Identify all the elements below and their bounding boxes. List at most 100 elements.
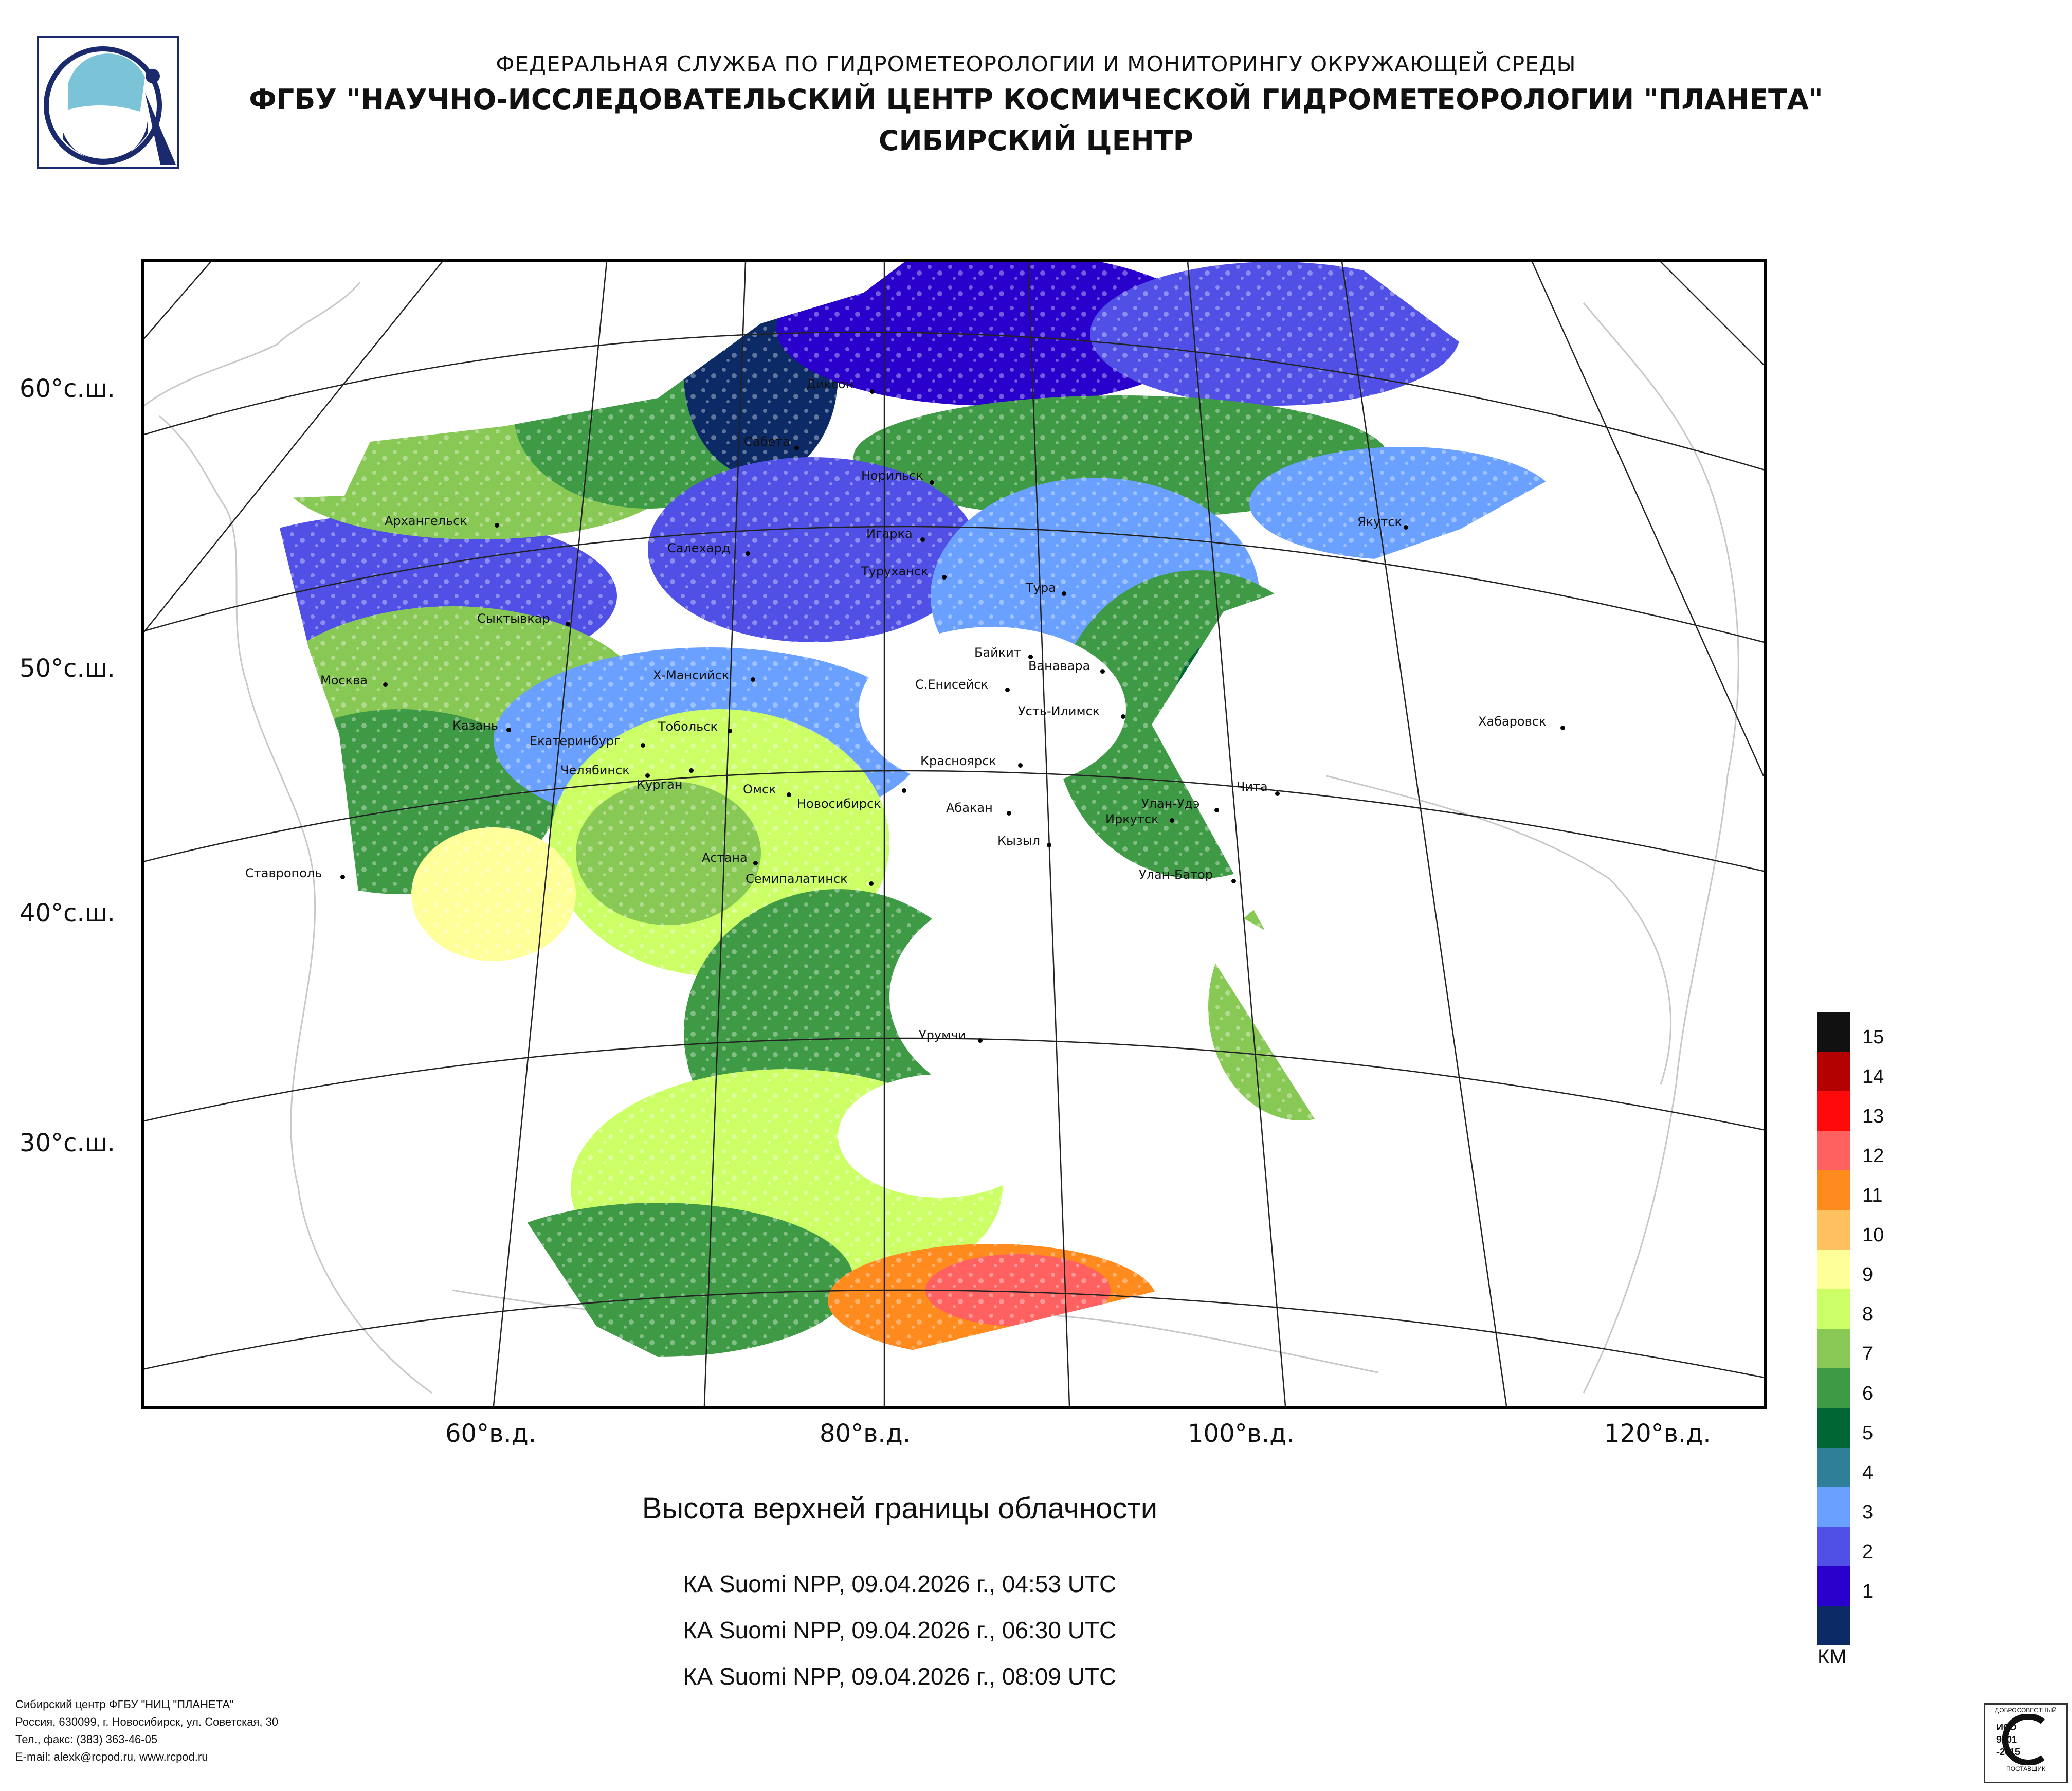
header-center: СИБИРСКИЙ ЦЕНТР — [878, 124, 1194, 157]
city-label: Тобольск — [658, 719, 718, 734]
legend-level-label: 3 — [1862, 1501, 1874, 1523]
city-dot — [920, 537, 925, 542]
header-agency: ФЕДЕРАЛЬНАЯ СЛУЖБА ПО ГИДРОМЕТЕОРОЛОГИИ … — [496, 51, 1576, 77]
city-dot — [689, 768, 694, 773]
city-label: Улан-Удэ — [1141, 797, 1200, 811]
legend-level-label: 11 — [1862, 1185, 1883, 1206]
city-label: Х-Мансийск — [653, 668, 730, 682]
city-dot — [1560, 726, 1565, 730]
city-label: Красноярск — [920, 754, 996, 768]
city-dot — [1231, 879, 1236, 883]
legend-level-label: 9 — [1862, 1264, 1874, 1286]
city-label: Омск — [743, 782, 776, 797]
city-label: Якутск — [1357, 515, 1403, 529]
city-dot — [787, 792, 791, 797]
city-dot — [746, 551, 750, 556]
legend-swatch — [1817, 1170, 1850, 1210]
legend-level-label: 1 — [1862, 1581, 1874, 1602]
footer-email: E-mail: alexk@rcpod.ru, www.rcpod.ru — [15, 1750, 208, 1763]
city-dot — [753, 861, 758, 865]
city-label: Салехард — [667, 541, 731, 555]
legend-swatch — [1817, 1091, 1850, 1131]
pass-3: КА Suomi NPP, 09.04.2026 г., 08:09 UTC — [683, 1663, 1117, 1690]
legend-swatch — [1817, 1448, 1850, 1487]
city-dot — [645, 773, 650, 778]
lat-label-50: 50°с.ш. — [20, 654, 115, 683]
legend-level-label: 13 — [1862, 1106, 1884, 1127]
legend-swatch — [1817, 1606, 1850, 1645]
city-label: Новосибирск — [797, 797, 881, 811]
city-dot — [1214, 808, 1219, 812]
legend-unit: КМ — [1817, 1645, 1847, 1668]
city-dot — [1007, 811, 1011, 816]
city-dot — [1018, 763, 1023, 768]
footer-address: Россия, 630099, г. Новосибирск, ул. Сове… — [15, 1715, 279, 1728]
city-label: Иркутск — [1105, 812, 1159, 826]
city-dot — [1062, 591, 1066, 596]
city-dot — [1275, 791, 1280, 796]
city-dot — [1121, 714, 1125, 719]
city-dot — [340, 875, 345, 879]
legend-level-label: 8 — [1862, 1304, 1874, 1325]
city-dot — [794, 446, 799, 450]
legend-swatch — [1817, 1487, 1850, 1527]
legend-swatch — [1817, 1012, 1850, 1052]
legend-level-label: 10 — [1862, 1224, 1884, 1246]
city-label: Сыктывкар — [477, 611, 550, 626]
legend-swatch — [1817, 1250, 1850, 1289]
city-dot — [506, 728, 511, 732]
legend-swatch — [1817, 1131, 1850, 1170]
city-dot — [728, 729, 732, 733]
city-label: Абакан — [946, 801, 993, 815]
city-dot — [1028, 655, 1033, 659]
legend-level-label: 5 — [1862, 1422, 1874, 1444]
legend-swatch — [1817, 1052, 1850, 1091]
city-label: Туруханск — [861, 564, 929, 578]
city-label: Тура — [1026, 581, 1056, 595]
city-dot — [930, 480, 934, 485]
city-dot — [902, 788, 906, 793]
legend-level-label: 7 — [1862, 1343, 1874, 1365]
city-dot — [566, 622, 570, 626]
legend-swatch — [1817, 1329, 1850, 1368]
legend-swatch — [1817, 1210, 1850, 1250]
city-label: Семипалатинск — [746, 872, 848, 886]
city-dot — [942, 575, 947, 580]
footer-phone: Тел., факс: (383) 363-46-05 — [15, 1733, 158, 1746]
city-label: Астана — [702, 851, 748, 865]
city-label: Игарка — [866, 527, 913, 541]
lat-label-60: 60°с.ш. — [20, 374, 115, 403]
city-label: Хабаровск — [1478, 714, 1547, 729]
cert-top: ДОБРОСОВЕСТНЫЙ — [1995, 1707, 2057, 1714]
legend-swatch — [1817, 1566, 1850, 1606]
cert-9001: 9001 — [1996, 1734, 2018, 1745]
legend-swatch — [1817, 1368, 1850, 1408]
city-label: Сабета — [744, 435, 790, 449]
header-institute: ФГБУ "НАУЧНО-ИССЛЕДОВАТЕЛЬСКИЙ ЦЕНТР КОС… — [249, 83, 1823, 116]
city-label: Москва — [320, 673, 368, 688]
city-dot — [495, 523, 499, 528]
legend-swatch — [1817, 1527, 1850, 1566]
cert-2015: -2015 — [1996, 1747, 2021, 1757]
city-dot — [1100, 669, 1105, 674]
city-dot — [1404, 525, 1408, 530]
graticule — [144, 262, 1764, 1406]
cloud-top-map: Диксон Сабета Норильск Архангельск Салех… — [141, 259, 1767, 1409]
lon-label-100: 100°в.д. — [1188, 1419, 1295, 1448]
city-dot — [1047, 843, 1051, 847]
city-dot — [978, 1038, 983, 1043]
legend-level-label: 6 — [1862, 1383, 1874, 1404]
city-dot — [751, 677, 755, 682]
lon-label-60: 60°в.д. — [445, 1419, 537, 1448]
lat-label-40: 40°с.ш. — [20, 899, 115, 928]
iso-certificate-badge: ДОБРОСОВЕСТНЫЙ ИСО 9001 -2015 ПОСТАВЩИК — [1984, 1703, 2068, 1783]
footer-org: Сибирский центр ФГБУ "НИЦ "ПЛАНЕТА" — [15, 1698, 234, 1711]
legend-swatch — [1817, 1289, 1850, 1329]
city-label: Казань — [452, 718, 499, 733]
legend-level-label: 14 — [1862, 1066, 1884, 1088]
city-label: Диксон — [806, 377, 854, 391]
city-label: Кызыл — [997, 834, 1041, 848]
legend-swatch — [1817, 1408, 1850, 1448]
pass-1: КА Suomi NPP, 09.04.2026 г., 04:53 UTC — [683, 1570, 1117, 1597]
cert-bottom: ПОСТАВЩИК — [2006, 1765, 2046, 1772]
